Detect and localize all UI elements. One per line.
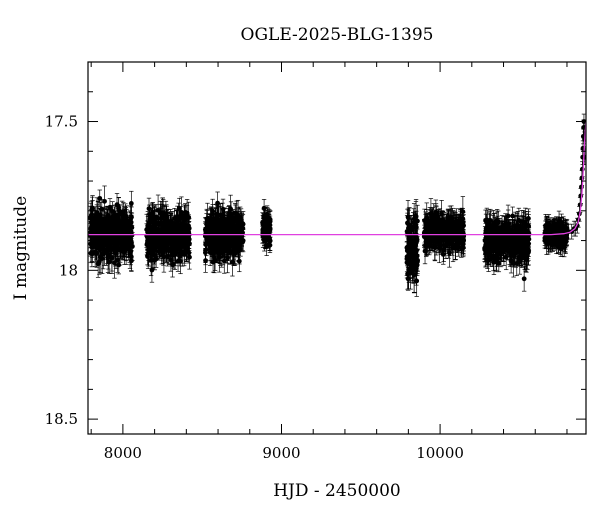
data-point bbox=[97, 189, 103, 208]
y-tick-label: 18 bbox=[59, 261, 78, 279]
x-tick-label: 10000 bbox=[416, 444, 464, 462]
data-point bbox=[236, 250, 242, 273]
y-tick-label: 17.5 bbox=[45, 113, 78, 131]
y-axis-label: I magnitude bbox=[11, 196, 31, 300]
x-tick-label: 9000 bbox=[262, 444, 300, 462]
y-tick-label: 18.5 bbox=[45, 410, 78, 428]
chart-title: OGLE-2025-BLG-1395 bbox=[241, 25, 434, 45]
x-axis-label: HJD - 2450000 bbox=[273, 481, 401, 501]
x-tick-label: 8000 bbox=[104, 444, 142, 462]
plot-area bbox=[88, 113, 586, 297]
